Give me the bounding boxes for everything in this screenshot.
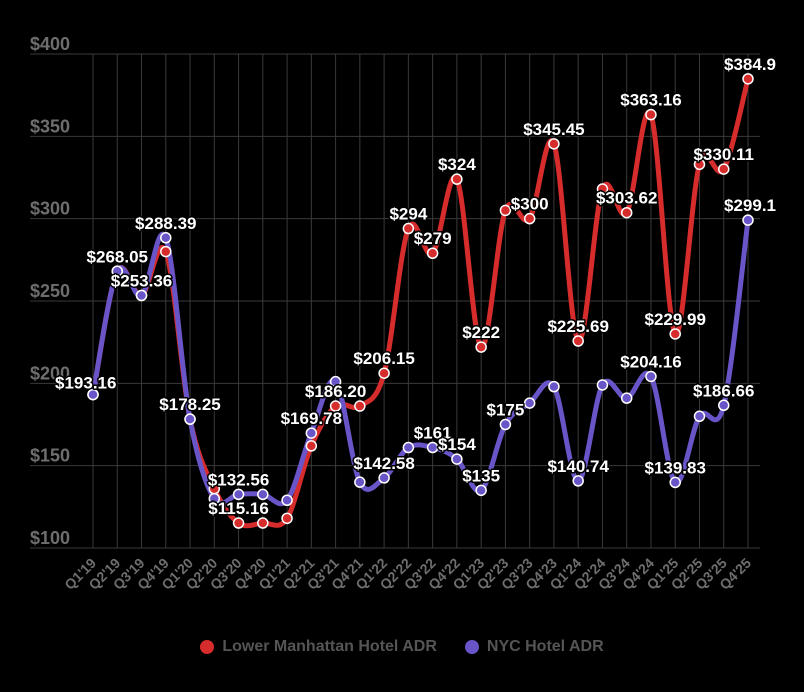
data-point-0 bbox=[548, 138, 560, 150]
data-label: $268.05 bbox=[87, 247, 148, 266]
data-point-1 bbox=[232, 488, 245, 501]
data-label: $225.69 bbox=[547, 317, 608, 336]
data-point-1 bbox=[329, 375, 342, 388]
data-label: $154 bbox=[438, 435, 476, 454]
data-point-1 bbox=[402, 441, 415, 454]
data-label: $161 bbox=[414, 424, 452, 443]
data-point-0 bbox=[378, 367, 390, 379]
data-point-1 bbox=[742, 214, 754, 226]
data-label: $294 bbox=[389, 205, 427, 224]
chart-legend: Lower Manhattan Hotel ADR NYC Hotel ADR bbox=[0, 638, 804, 656]
data-point-1 bbox=[645, 370, 657, 383]
data-point-1 bbox=[160, 232, 172, 244]
data-point-1 bbox=[184, 413, 196, 425]
y-tick-label: $400 bbox=[30, 34, 70, 54]
data-point-1 bbox=[208, 492, 221, 505]
y-tick-label: $200 bbox=[30, 363, 70, 383]
data-label: $139.83 bbox=[644, 458, 705, 477]
data-label: $229.99 bbox=[644, 310, 705, 329]
data-point-1 bbox=[378, 472, 390, 484]
data-label: $175 bbox=[486, 401, 524, 420]
data-point-0 bbox=[426, 247, 439, 259]
data-point-1 bbox=[572, 475, 584, 487]
data-point-0 bbox=[232, 517, 245, 529]
data-point-0 bbox=[596, 183, 609, 195]
data-label: $169.78 bbox=[281, 409, 342, 428]
data-point-0 bbox=[329, 400, 342, 412]
data-point-1 bbox=[475, 484, 487, 497]
data-label: $300 bbox=[511, 195, 549, 214]
data-point-1 bbox=[87, 388, 99, 401]
y-tick-label: $150 bbox=[30, 446, 70, 466]
data-label: $135 bbox=[462, 466, 500, 485]
data-point-0 bbox=[451, 173, 463, 185]
data-point-1 bbox=[620, 392, 633, 404]
data-label: $222 bbox=[462, 323, 500, 342]
data-point-1 bbox=[548, 380, 560, 393]
data-label: $206.15 bbox=[353, 349, 414, 368]
data-label: $193.16 bbox=[55, 374, 116, 393]
data-point-1 bbox=[135, 289, 148, 302]
data-label: $140.74 bbox=[547, 457, 609, 476]
data-point-1 bbox=[693, 410, 706, 423]
data-label: $186.20 bbox=[305, 382, 366, 401]
data-point-1 bbox=[111, 265, 124, 278]
data-point-0 bbox=[160, 245, 172, 258]
y-tick-label: $350 bbox=[30, 116, 70, 136]
data-point-0 bbox=[354, 400, 366, 412]
data-point-0 bbox=[499, 204, 512, 217]
data-point-1 bbox=[523, 397, 536, 409]
data-point-0 bbox=[523, 212, 536, 225]
data-label: $204.16 bbox=[620, 352, 681, 371]
legend-item-lower-manhattan[interactable]: Lower Manhattan Hotel ADR bbox=[200, 638, 437, 656]
data-label: $299.1 bbox=[724, 196, 776, 215]
data-point-1 bbox=[669, 476, 681, 489]
data-point-1 bbox=[257, 488, 269, 501]
data-point-1 bbox=[596, 379, 609, 391]
y-tick-label: $100 bbox=[30, 528, 70, 548]
data-point-0 bbox=[281, 512, 293, 525]
data-point-0 bbox=[305, 440, 318, 452]
data-point-0 bbox=[475, 341, 487, 353]
data-point-0 bbox=[693, 158, 706, 171]
data-point-1 bbox=[499, 418, 512, 431]
data-label: $324 bbox=[438, 155, 476, 174]
data-point-1 bbox=[281, 494, 293, 506]
data-label: $132.56 bbox=[208, 470, 269, 489]
data-label: $288.39 bbox=[135, 214, 196, 233]
legend-item-nyc[interactable]: NYC Hotel ADR bbox=[464, 638, 604, 656]
data-label: $115.16 bbox=[208, 499, 269, 518]
legend-label-nyc: NYC Hotel ADR bbox=[486, 638, 604, 655]
data-label: $384.9 bbox=[724, 55, 776, 74]
data-label: $303.62 bbox=[596, 189, 657, 208]
data-point-1 bbox=[451, 453, 463, 465]
legend-swatch-nyc bbox=[464, 640, 479, 654]
data-label: $330.11 bbox=[693, 145, 754, 164]
data-point-1 bbox=[354, 476, 366, 488]
y-tick-label: $250 bbox=[30, 281, 70, 301]
data-point-1 bbox=[305, 427, 318, 439]
data-label: $186.66 bbox=[693, 381, 754, 400]
data-point-1 bbox=[426, 441, 439, 454]
data-label: $279 bbox=[414, 229, 452, 248]
data-point-0 bbox=[669, 328, 681, 340]
data-point-0 bbox=[620, 206, 633, 219]
data-label: $253.36 bbox=[111, 271, 172, 290]
data-point-0 bbox=[717, 163, 730, 175]
data-label: $178.25 bbox=[159, 395, 220, 414]
y-tick-label: $300 bbox=[30, 199, 70, 219]
data-point-0 bbox=[742, 73, 754, 85]
data-label: $345.45 bbox=[523, 120, 584, 139]
data-point-0 bbox=[572, 335, 584, 347]
data-point-1 bbox=[717, 399, 730, 412]
data-point-0 bbox=[645, 108, 657, 121]
legend-label-lower-manhattan: Lower Manhattan Hotel ADR bbox=[222, 638, 437, 655]
data-label: $363.16 bbox=[620, 91, 681, 110]
data-point-0 bbox=[257, 517, 269, 529]
data-label: $142.58 bbox=[353, 454, 414, 473]
data-point-0 bbox=[402, 222, 415, 235]
legend-swatch-lower-manhattan bbox=[200, 640, 215, 654]
